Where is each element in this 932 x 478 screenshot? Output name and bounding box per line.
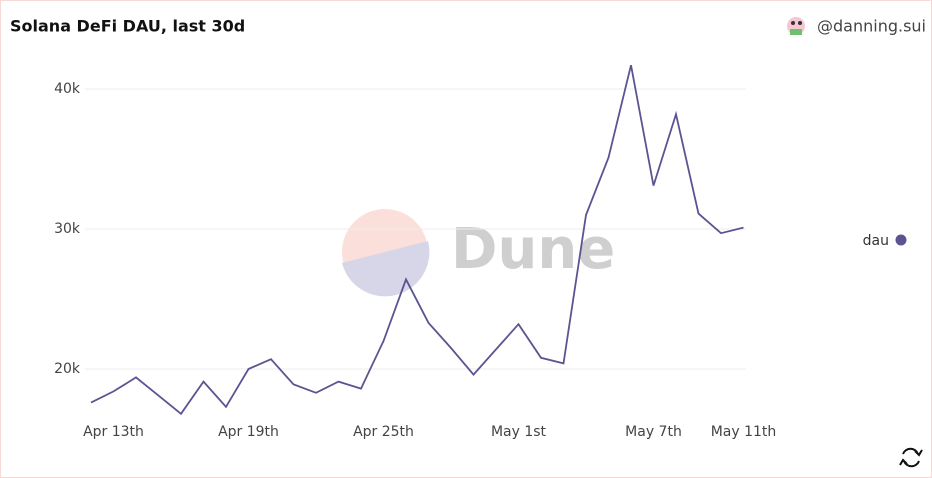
refresh-icon[interactable] [899, 447, 923, 468]
avatar [787, 17, 805, 35]
line [90, 64, 744, 416]
x-tick-label: May 7th [625, 424, 682, 440]
x-tick-label: Apr 13th [83, 424, 144, 440]
x-tick-label: May 11th [711, 424, 777, 440]
x-tick-label: Apr 19th [218, 424, 279, 440]
x-tick-label: May 1st [491, 424, 547, 440]
watermark-logo [342, 209, 430, 297]
x-tick-label: Apr 25th [353, 424, 414, 440]
y-tick-label: 30k [54, 221, 81, 237]
watermark: Dune [451, 217, 615, 282]
author: @danning.sui [817, 17, 926, 36]
chart-title: Solana DeFi DAU, last 30d [10, 17, 245, 36]
y-tick-label: 20k [54, 361, 81, 377]
legend-marker [895, 234, 907, 246]
y-tick-label: 40k [54, 81, 81, 97]
legend-label: dau [863, 233, 889, 249]
